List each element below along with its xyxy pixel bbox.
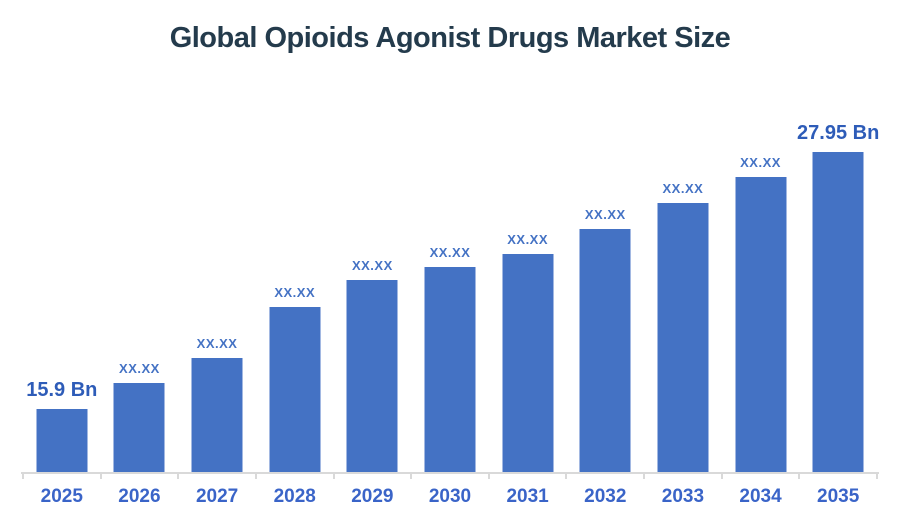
x-axis-labels: 2025 2026 2027 2028 2029 2030 2031 2032 2033 2034… <box>23 486 877 512</box>
bar-2025 <box>36 409 88 473</box>
x-tick-label-2027: 2027 <box>195 486 239 507</box>
bar-value-label-2030: XX.XX <box>429 245 471 260</box>
bar-value-label-2035: 27.95 Bn <box>797 122 880 144</box>
bar-value-label-2034: XX.XX <box>740 155 781 170</box>
bar-value-label-2029: XX.XX <box>351 258 393 273</box>
bar-2026 <box>113 383 165 473</box>
x-axis-tick <box>177 473 180 479</box>
bar-value-label-2033: XX.XX <box>662 181 704 196</box>
x-tick-label-2033: 2033 <box>661 486 705 507</box>
bar-2031 <box>502 254 554 473</box>
bar-value-label-2032: XX.XX <box>584 207 626 222</box>
bar-2030 <box>424 267 476 473</box>
bar-value-label-2028: XX.XX <box>274 285 316 300</box>
chart-title: Global Opioids Agonist Drugs Market Size <box>169 22 731 54</box>
x-axis-tick <box>720 473 723 479</box>
x-axis-tick <box>565 473 568 479</box>
x-tick-label-2026: 2026 <box>118 486 161 507</box>
x-axis-tick <box>487 473 490 479</box>
bar-column-2030: XX.XX <box>411 0 489 473</box>
x-axis-tick <box>22 473 24 479</box>
bar-column-2033: XX.XX <box>644 0 722 473</box>
bar-column-2032: XX.XX <box>566 0 644 473</box>
x-tick-label-2028: 2028 <box>273 486 316 507</box>
bar-column-2025: 15.9 Bn <box>23 0 101 473</box>
bar-column-2034: XX.XX <box>722 0 800 473</box>
plot-area: 15.9 Bn XX.XX XX.XX XX.XX XX.XX XX.XX XX.XX XX.… <box>23 0 880 473</box>
x-tick-label-2034: 2034 <box>739 486 782 507</box>
x-axis-tick <box>643 473 646 479</box>
x-tick-label-2031: 2031 <box>506 486 549 507</box>
x-tick-label-2035: 2035 <box>817 486 860 507</box>
bar-column-2026: XX.XX <box>101 0 179 473</box>
bar-value-label-2025: 15.9 Bn <box>26 379 98 401</box>
x-axis-tick <box>254 473 257 479</box>
bar-2028 <box>269 307 321 473</box>
x-tick-label-2025: 2025 <box>40 486 83 507</box>
bar-column-2027: XX.XX <box>178 0 256 473</box>
bar-value-label-2031: XX.XX <box>507 232 549 247</box>
x-axis-line <box>21 472 879 474</box>
bar-2035 <box>812 152 864 473</box>
x-axis-tick <box>876 473 878 479</box>
bar-column-2028: XX.XX <box>256 0 334 473</box>
x-axis-tick <box>99 473 102 479</box>
bar-column-2029: XX.XX <box>334 0 412 473</box>
x-tick-label-2032: 2032 <box>584 486 627 507</box>
bar-value-label-2026: XX.XX <box>119 361 160 376</box>
x-axis-tick <box>332 473 335 479</box>
x-tick-label-2030: 2030 <box>428 486 472 507</box>
bar-2034 <box>735 177 787 473</box>
bar-2033 <box>657 203 709 473</box>
bar-column-2031: XX.XX <box>489 0 567 473</box>
bar-2029 <box>346 280 398 473</box>
x-axis-tick <box>410 473 413 479</box>
bar-value-label-2027: XX.XX <box>196 336 238 351</box>
x-tick-label-2029: 2029 <box>351 486 394 507</box>
bar-2032 <box>579 229 631 473</box>
bar-column-2035: 27.95 Bn <box>797 0 880 473</box>
bar-2027 <box>191 358 243 473</box>
x-axis-tick <box>798 473 801 479</box>
